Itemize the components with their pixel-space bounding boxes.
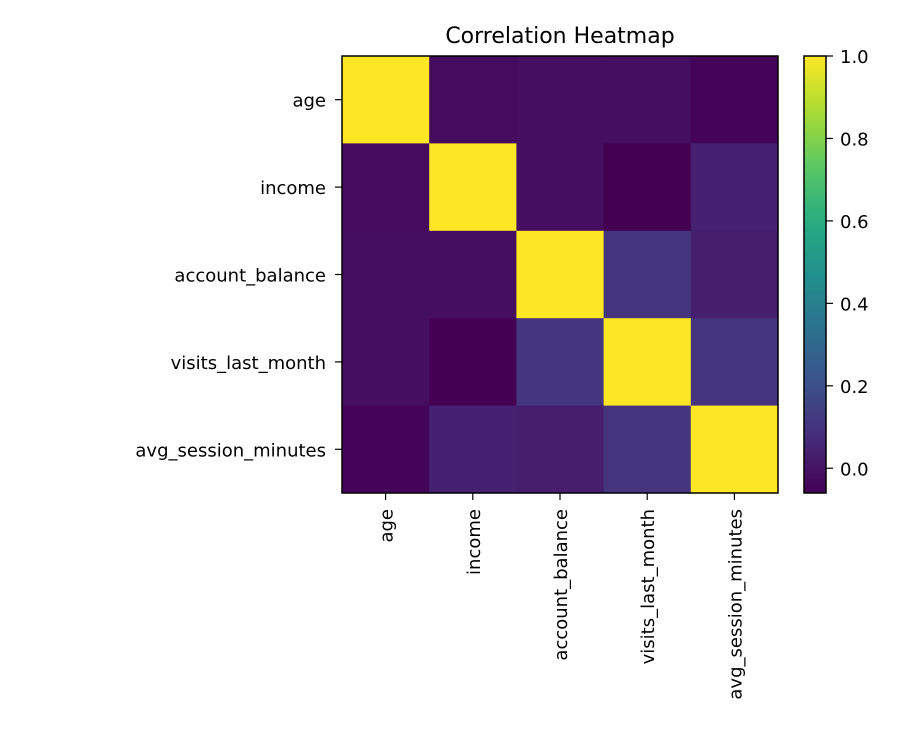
heatmap-cell [429, 405, 517, 494]
colorbar-tick-label: 0.8 [840, 129, 869, 150]
heatmap-cell [516, 230, 605, 319]
x-tick-label: avg_session_minutes [725, 509, 746, 700]
heatmap-cell [690, 230, 779, 319]
colorbar-tick-label: 0.2 [840, 377, 869, 398]
y-tick-label: age [292, 91, 326, 112]
x-tick-label: account_balance [551, 509, 572, 661]
heatmap-cell [342, 143, 430, 232]
colorbar-axis: 1.0 0.8 0.6 0.4 0.2 0.0 [826, 47, 869, 480]
heatmap-cell [690, 318, 779, 407]
heatmap-cell [429, 143, 517, 232]
y-tick-label: income [260, 178, 326, 199]
colorbar-tick-label: 1.0 [840, 47, 869, 68]
heatmap-cell [603, 56, 692, 144]
heatmap-cell [342, 318, 430, 407]
colorbar [804, 56, 826, 493]
colorbar-tick-label: 0.0 [840, 459, 869, 480]
heatmap-cell [603, 143, 692, 232]
heatmap-cell [690, 143, 779, 232]
heatmap-cell [429, 230, 517, 319]
heatmap-cell [429, 318, 517, 407]
heatmap-cell [516, 318, 605, 407]
x-tick-label: visits_last_month [638, 509, 659, 664]
x-tick-label: age [377, 509, 398, 543]
y-tick-label: visits_last_month [171, 353, 326, 374]
y-tick-label: avg_session_minutes [135, 440, 326, 461]
y-tick-label: account_balance [174, 266, 326, 287]
chart-title: Correlation Heatmap [445, 24, 674, 49]
heatmap-cell [603, 405, 692, 494]
heatmap-cell [690, 56, 779, 144]
heatmap-cell [603, 318, 692, 407]
colorbar-frame [803, 55, 827, 494]
x-tick-label: income [464, 509, 485, 575]
heatmap-cell [516, 143, 605, 232]
heatmap-cell [603, 230, 692, 319]
heatmap-cell [516, 405, 605, 494]
heatmap-cell [342, 405, 430, 494]
y-axis: age income account_balance visits_last_mont… [135, 91, 342, 461]
colorbar-tick-label: 0.6 [840, 212, 869, 233]
heatmap-cell [516, 56, 605, 144]
heatmap-cell [342, 230, 430, 319]
colorbar-tick-label: 0.4 [840, 294, 869, 315]
x-axis: age income account_balance visits_last_mont… [377, 493, 746, 700]
heatmap-cell [690, 405, 779, 494]
heatmap-cell [342, 56, 430, 144]
heatmap-cell [429, 56, 517, 144]
heatmap-cells [342, 56, 779, 494]
